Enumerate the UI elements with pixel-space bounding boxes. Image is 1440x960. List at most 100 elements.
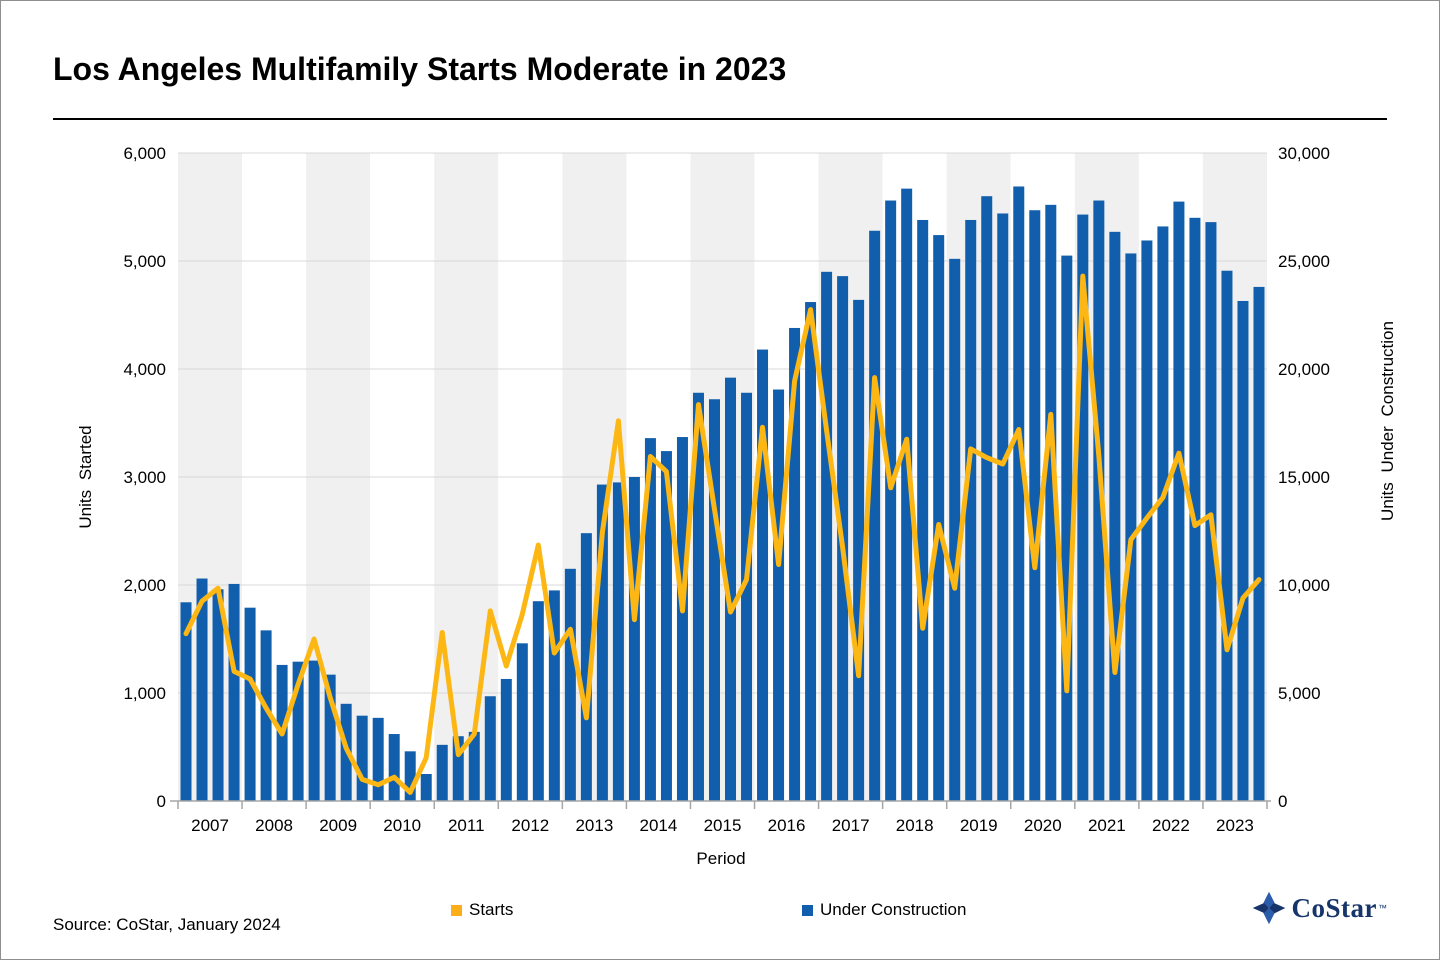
bar-under-construction [1109,231,1121,802]
bar-under-construction [757,349,769,801]
x-tick-label-2015: 2015 [704,816,742,835]
bar-under-construction [180,602,192,801]
bar-under-construction [372,717,384,801]
bar-under-construction [692,392,704,801]
bar-under-construction [1189,217,1201,802]
bar-under-construction [853,299,865,801]
bar-under-construction [885,200,897,801]
x-tick-label-2013: 2013 [575,816,613,835]
bar-under-construction [741,392,753,801]
bar-under-construction [933,235,945,801]
bar-under-construction [404,751,416,801]
y-right-tick-label: 15,000 [1278,468,1330,487]
x-tick-label-2017: 2017 [832,816,870,835]
bar-under-construction [644,438,656,801]
bar-under-construction [484,696,496,801]
bar-under-construction [805,302,817,801]
y-right-tick-label: 30,000 [1278,144,1330,163]
y-left-tick-label: 3,000 [123,468,166,487]
x-tick-label-2010: 2010 [383,816,421,835]
legend-uc-label: Under Construction [820,900,967,919]
bar-under-construction [1013,186,1025,802]
bar-under-construction [821,271,833,801]
legend-item-under-construction: Under Construction [802,900,966,920]
y-left-tick-label: 0 [157,792,166,811]
bar-under-construction [628,477,640,801]
x-tick-label-2012: 2012 [511,816,549,835]
y-right-tick-label: 0 [1278,792,1287,811]
y-left-tick-label: 1,000 [123,684,166,703]
y-left-tick-label: 4,000 [123,360,166,379]
bar-under-construction [532,601,544,801]
legend-starts-label: Starts [469,900,514,919]
bar-under-construction [901,188,913,801]
y-right-tick-label: 10,000 [1278,576,1330,595]
bar-under-construction [212,589,224,801]
title-divider [53,118,1387,120]
costar-logo: CoStar ™ [1252,891,1387,925]
bar-under-construction [676,437,688,801]
costar-logo-icon [1252,891,1285,925]
y-left-tick-label: 6,000 [123,144,166,163]
y-axis-title-left: Units Started [76,425,95,529]
y-right-tick-label: 20,000 [1278,360,1330,379]
bar-under-construction [500,678,512,801]
bar-under-construction [196,578,208,801]
bar-under-construction [1125,253,1137,801]
bar-under-construction [660,451,672,801]
bar-under-construction [612,482,624,801]
bar-under-construction [436,744,448,801]
bar-under-construction [965,219,977,802]
bar-under-construction [580,533,592,801]
bar-under-construction [789,327,801,801]
under-construction-swatch-icon [802,904,813,916]
x-tick-label-2019: 2019 [960,816,998,835]
bar-under-construction [468,731,480,801]
bar-under-construction [1205,222,1217,801]
bar-under-construction [869,230,881,801]
x-tick-label-2011: 2011 [448,816,485,835]
bar-under-construction [708,399,720,801]
bar-under-construction [1061,255,1073,802]
x-tick-label-2020: 2020 [1024,816,1062,835]
y-right-tick-label: 25,000 [1278,252,1330,271]
bar-under-construction [324,674,336,801]
bar-under-construction [725,377,737,801]
starts-line [183,273,1262,795]
bar-under-construction [308,660,320,801]
y-axis-title-right: Units Under Construction [1378,321,1397,521]
legend-item-starts: Starts [451,900,513,920]
source-note: Source: CoStar, January 2024 [53,915,281,934]
costar-logo-tm: ™ [1378,903,1387,913]
x-tick-label-2007: 2007 [191,816,229,835]
bar-under-construction [917,219,929,802]
x-tick-label-2021: 2021 [1088,816,1126,835]
bar-under-construction [1253,286,1265,801]
bar-under-construction [260,630,272,801]
bar-under-construction [452,736,464,801]
bar-under-construction [548,590,560,801]
bar-under-construction [596,484,608,801]
chart-plot-area: 2007 2008 2009 2010 2011 2012 2013 2014 2015 2016… [123,144,1330,835]
x-tick-label-2014: 2014 [640,816,678,835]
bar-under-construction [228,583,240,801]
bar-under-construction [1173,201,1185,802]
bar-under-construction [1077,214,1089,801]
bar-under-construction [773,389,785,801]
x-tick-label-2008: 2008 [255,816,293,835]
bar-under-construction [1221,270,1233,802]
x-axis-title: Period [696,849,746,868]
bar-under-construction [564,568,576,801]
bar-under-construction [997,213,1009,802]
y-left-tick-label: 2,000 [123,576,166,595]
bar-under-construction [1237,300,1249,801]
bar-under-construction [1045,204,1057,802]
bar-under-construction [1093,200,1105,801]
starts-swatch-icon [451,904,462,916]
y-right-tick-label: 5,000 [1278,684,1321,703]
bar-under-construction [388,734,400,801]
bar-under-construction [981,196,993,801]
costar-logo-text: CoStar [1291,892,1377,923]
bar-under-construction [1029,210,1041,801]
